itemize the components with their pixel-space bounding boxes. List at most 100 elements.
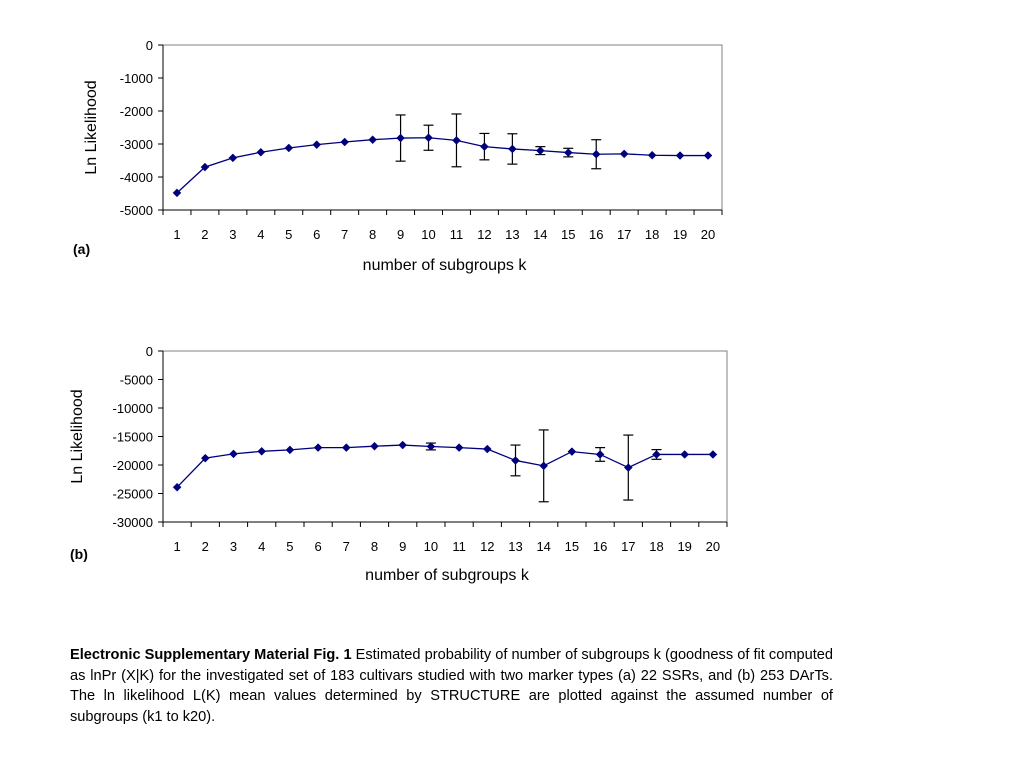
x-tick-label: 9 bbox=[399, 539, 406, 554]
data-point bbox=[368, 135, 377, 145]
x-tick-label: 10 bbox=[421, 227, 435, 242]
series-line bbox=[176, 444, 713, 488]
x-tick-label: 4 bbox=[257, 227, 264, 242]
panel-label-b: (b) bbox=[70, 546, 88, 562]
data-point bbox=[511, 456, 520, 465]
data-point bbox=[284, 143, 294, 153]
y-tick-label: -25000 bbox=[113, 487, 153, 502]
x-tick-label: 12 bbox=[480, 539, 494, 554]
y-tick-label: -15000 bbox=[113, 430, 153, 445]
data-point bbox=[454, 443, 464, 452]
y-tick-label: -5000 bbox=[120, 203, 153, 218]
data-point bbox=[256, 147, 266, 157]
data-point bbox=[623, 463, 633, 472]
data-point bbox=[313, 443, 323, 452]
x-tick-label: 16 bbox=[589, 227, 603, 242]
x-tick-label: 7 bbox=[343, 539, 350, 554]
data-point bbox=[398, 440, 408, 450]
data-point bbox=[482, 444, 492, 454]
data-point bbox=[703, 151, 713, 160]
x-tick-label: 3 bbox=[230, 539, 237, 554]
data-point bbox=[619, 149, 629, 159]
data-point bbox=[228, 153, 238, 163]
data-point bbox=[680, 450, 690, 459]
data-point bbox=[340, 137, 350, 147]
series-line bbox=[176, 137, 709, 194]
x-tick-label: 18 bbox=[649, 539, 663, 554]
data-point bbox=[396, 133, 405, 143]
x-tick-label: 15 bbox=[561, 227, 575, 242]
x-tick-label: 14 bbox=[533, 227, 547, 242]
y-tick-label: -20000 bbox=[113, 458, 153, 473]
x-tick-label: 1 bbox=[173, 539, 180, 554]
plot-frame bbox=[162, 350, 728, 523]
x-tick-label: 17 bbox=[617, 227, 631, 242]
y-tick-label: -3000 bbox=[120, 137, 153, 152]
x-tick-label: 6 bbox=[314, 539, 321, 554]
y-axis-title: Ln Likelihood bbox=[69, 389, 86, 483]
x-tick-label: 12 bbox=[477, 227, 491, 242]
x-tick-label: 3 bbox=[229, 227, 236, 242]
x-tick-label: 13 bbox=[505, 227, 519, 242]
x-tick-label: 20 bbox=[701, 227, 715, 242]
x-tick-label: 8 bbox=[371, 539, 378, 554]
data-point bbox=[285, 445, 295, 455]
y-axis-title: Ln Likelihood bbox=[83, 80, 100, 174]
x-tick-label: 19 bbox=[677, 539, 691, 554]
y-tick-label: -30000 bbox=[113, 515, 153, 530]
data-point bbox=[595, 450, 605, 459]
data-point bbox=[172, 482, 182, 492]
data-point bbox=[567, 447, 577, 456]
x-tick-label: 11 bbox=[452, 539, 466, 554]
x-tick-label: 2 bbox=[201, 227, 208, 242]
data-point bbox=[341, 443, 351, 452]
x-tick-label: 4 bbox=[258, 539, 265, 554]
data-point bbox=[370, 441, 379, 451]
data-point bbox=[508, 144, 517, 154]
y-tick-label: 0 bbox=[146, 38, 153, 53]
data-point bbox=[591, 149, 601, 159]
x-tick-label: 14 bbox=[536, 539, 550, 554]
data-point bbox=[200, 453, 210, 463]
data-point bbox=[200, 162, 210, 172]
x-axis-title: number of subgroups k bbox=[363, 257, 528, 274]
caption-lead: Electronic Supplementary Material Fig. 1 bbox=[70, 647, 352, 663]
y-tick-label: -1000 bbox=[120, 71, 153, 86]
data-point bbox=[563, 148, 573, 157]
x-tick-label: 5 bbox=[285, 227, 292, 242]
data-point bbox=[257, 446, 267, 456]
x-tick-label: 20 bbox=[706, 539, 720, 554]
x-tick-label: 7 bbox=[341, 227, 348, 242]
x-tick-label: 6 bbox=[313, 227, 320, 242]
data-point bbox=[172, 188, 182, 198]
data-point bbox=[535, 146, 545, 155]
x-tick-label: 9 bbox=[397, 227, 404, 242]
data-point bbox=[652, 450, 661, 459]
caption-text: Estimated probability of number of subgr… bbox=[70, 647, 833, 725]
data-point bbox=[229, 449, 238, 459]
data-point bbox=[539, 461, 549, 471]
x-tick-label: 10 bbox=[424, 539, 438, 554]
data-point bbox=[424, 133, 433, 143]
x-tick-label: 13 bbox=[508, 539, 522, 554]
x-tick-label: 2 bbox=[202, 539, 209, 554]
y-tick-label: 0 bbox=[146, 344, 153, 359]
data-point bbox=[452, 136, 461, 145]
data-point bbox=[647, 150, 657, 160]
x-tick-label: 11 bbox=[450, 227, 464, 242]
panel-label-a: (a) bbox=[73, 241, 91, 257]
data-point bbox=[675, 151, 685, 160]
x-axis-title: number of subgroups k bbox=[365, 567, 530, 584]
plot-frame bbox=[162, 44, 723, 211]
data-point bbox=[708, 450, 718, 459]
data-point bbox=[480, 142, 489, 151]
data-point bbox=[312, 140, 322, 150]
y-tick-label: -5000 bbox=[120, 373, 153, 388]
x-tick-label: 15 bbox=[565, 539, 579, 554]
y-tick-label: -10000 bbox=[113, 401, 153, 416]
figure-caption: Electronic Supplementary Material Fig. 1… bbox=[70, 645, 833, 727]
x-tick-label: 19 bbox=[673, 227, 687, 242]
